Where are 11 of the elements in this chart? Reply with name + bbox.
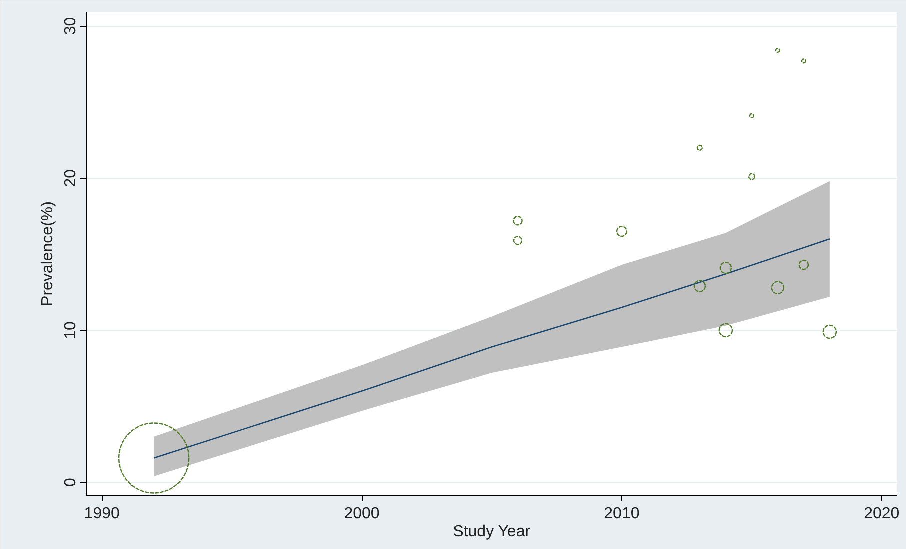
y-tick-label: 0 bbox=[62, 478, 80, 488]
x-tick-label: 2000 bbox=[344, 506, 380, 522]
x-tick-label: 2020 bbox=[864, 506, 900, 522]
x-axis-title: Study Year bbox=[453, 524, 532, 540]
y-tick-label: 30 bbox=[62, 17, 80, 36]
x-tick-label: 2010 bbox=[604, 506, 640, 522]
y-tick-label: 20 bbox=[62, 169, 80, 188]
x-tick-label: 1990 bbox=[84, 506, 120, 522]
line-series bbox=[153, 238, 831, 459]
y-axis-title: Prevalence(%) bbox=[40, 202, 56, 306]
y-tick-label: 10 bbox=[62, 321, 80, 340]
